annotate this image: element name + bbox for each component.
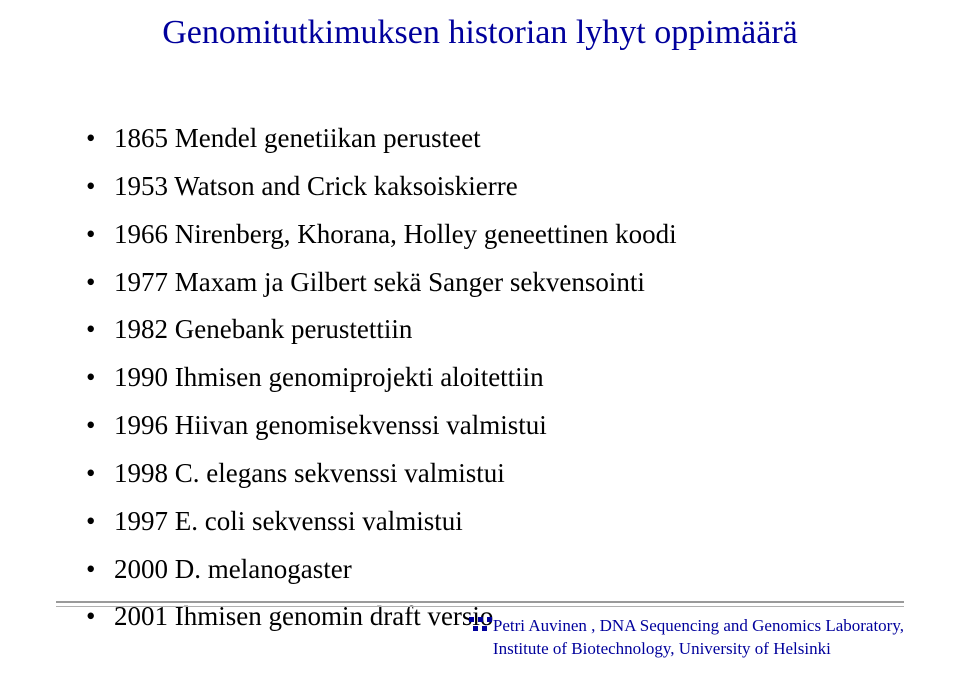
slide: Genomitutkimuksen historian lyhyt oppimä… <box>0 0 960 691</box>
list-item: 1982 Genebank perustettiin <box>86 309 900 351</box>
bullet-list: 1865 Mendel genetiikan perusteet 1953 Wa… <box>86 118 900 644</box>
list-item: 1998 C. elegans sekvenssi valmistui <box>86 453 900 495</box>
footer: Petri Auvinen , DNA Sequencing and Genom… <box>493 615 904 661</box>
divider-line-thin <box>56 606 904 607</box>
list-item: 1865 Mendel genetiikan perusteet <box>86 118 900 160</box>
footer-line-1: Petri Auvinen , DNA Sequencing and Genom… <box>493 615 904 638</box>
slide-title: Genomitutkimuksen historian lyhyt oppimä… <box>0 14 960 52</box>
list-item: 2000 D. melanogaster <box>86 549 900 591</box>
divider-line <box>56 601 904 603</box>
list-item: 1997 E. coli sekvenssi valmistui <box>86 501 900 543</box>
decorative-dots <box>468 617 492 631</box>
list-item: 1990 Ihmisen genomiprojekti aloitettiin <box>86 357 900 399</box>
list-item: 1996 Hiivan genomisekvenssi valmistui <box>86 405 900 447</box>
list-item: 1966 Nirenberg, Khorana, Holley geneetti… <box>86 214 900 256</box>
list-item: 1977 Maxam ja Gilbert sekä Sanger sekven… <box>86 262 900 304</box>
footer-line-2: Institute of Biotechnology, University o… <box>493 638 904 661</box>
list-item: 1953 Watson and Crick kaksoiskierre <box>86 166 900 208</box>
